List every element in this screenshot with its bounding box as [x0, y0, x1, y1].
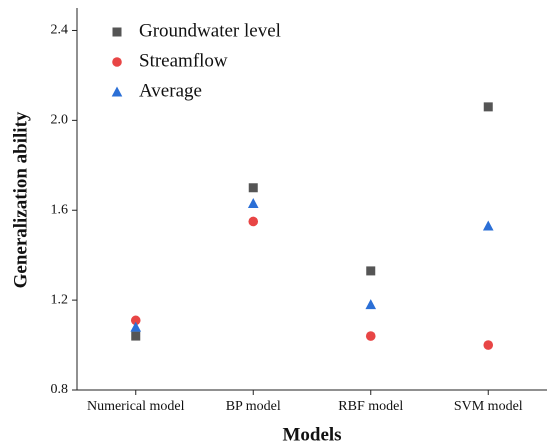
legend-label: Groundwater level [139, 20, 281, 41]
marker-circle [248, 216, 259, 227]
legend-label: Streamflow [139, 50, 228, 71]
y-tick-label: 1.2 [51, 292, 69, 307]
marker-circle [112, 57, 122, 67]
x-tick-label: Numerical model [87, 399, 185, 414]
marker-triangle [130, 321, 142, 332]
marker-circle [365, 331, 376, 341]
marker-square [248, 183, 258, 193]
marker-circle [483, 340, 494, 350]
marker-square [112, 27, 122, 37]
marker-square [131, 331, 141, 341]
x-tick-label: BP model [226, 399, 281, 414]
y-tick-label: 1.6 [51, 202, 69, 217]
marker-triangle [247, 197, 259, 208]
marker-triangle [111, 86, 123, 97]
legend-label: Average [139, 80, 202, 101]
y-axis-title: Generalization ability [10, 111, 31, 288]
marker-triangle [482, 220, 494, 231]
marker-circle [130, 315, 141, 326]
marker-square [483, 102, 493, 112]
marker-triangle [365, 299, 377, 310]
y-tick-label: 2.0 [51, 113, 69, 128]
x-axis-title: Models [282, 424, 341, 445]
marker-square [366, 266, 376, 276]
x-tick-label: RBF model [338, 399, 403, 414]
y-tick-label: 0.8 [51, 382, 69, 397]
x-tick-label: SVM model [454, 399, 523, 414]
y-tick-label: 2.4 [51, 23, 69, 38]
